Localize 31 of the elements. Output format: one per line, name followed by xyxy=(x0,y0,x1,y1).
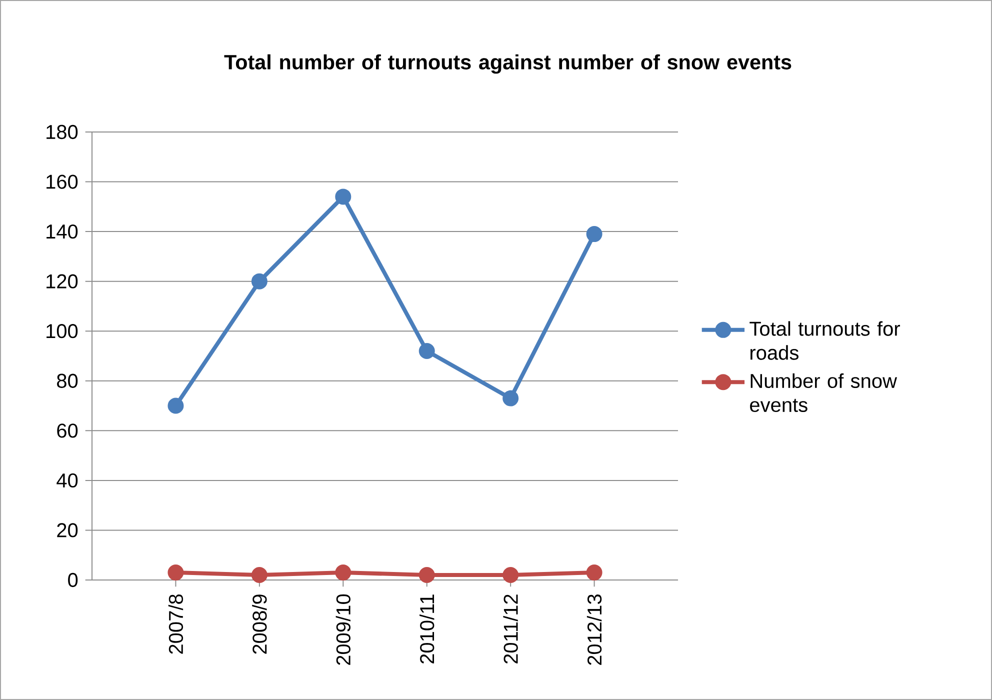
x-tick-label: 2007/8 xyxy=(168,594,184,654)
point xyxy=(418,567,435,584)
y-tick-label: 120 xyxy=(46,274,78,288)
point xyxy=(251,273,268,290)
legend-label: Number of snow events xyxy=(750,373,898,412)
y-tick-label: 80 xyxy=(57,374,78,388)
legend-label: Total turnouts for roads xyxy=(750,321,900,360)
point xyxy=(168,564,184,581)
y-tick-label: 20 xyxy=(57,523,78,538)
y-tick-label: 60 xyxy=(57,424,78,438)
y-tick-label: 40 xyxy=(56,473,78,488)
x-tick-label: 2011/12 xyxy=(503,594,518,664)
y-tick-label: 160 xyxy=(46,174,78,189)
point xyxy=(502,390,519,406)
point xyxy=(418,343,435,360)
point xyxy=(335,564,352,581)
y-tick-label: 100 xyxy=(46,324,78,338)
y-tick-label: 0 xyxy=(68,572,78,588)
point xyxy=(251,567,268,584)
point xyxy=(168,398,184,414)
y-tick-label: 180 xyxy=(46,124,78,140)
point xyxy=(586,564,602,581)
chart-title: Total number of turnouts against number of snow events xyxy=(224,54,792,74)
point xyxy=(502,567,519,584)
x-tick-label: 2008/9 xyxy=(252,594,267,654)
x-tick-label: 2009/10 xyxy=(336,594,350,665)
x-tick-label: 2010/11 xyxy=(420,594,434,664)
point xyxy=(586,226,602,242)
x-tick-label: 2012/13 xyxy=(586,594,602,665)
point xyxy=(335,188,352,205)
y-tick-label: 140 xyxy=(46,224,78,239)
